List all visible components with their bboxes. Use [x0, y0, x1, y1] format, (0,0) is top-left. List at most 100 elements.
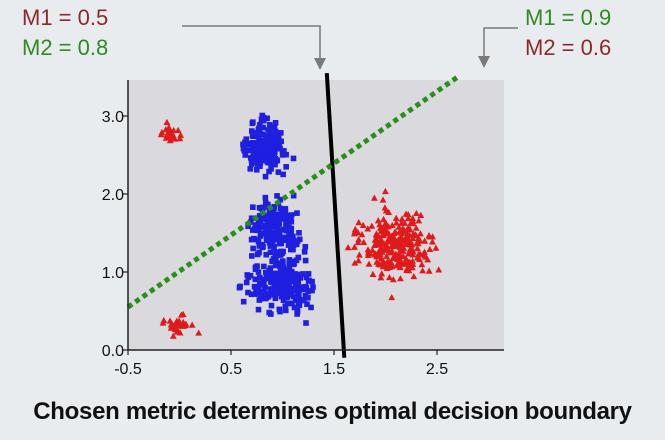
blue-square-point	[267, 286, 274, 292]
blue-square-point	[268, 161, 275, 167]
blue-square-point	[290, 246, 296, 253]
red-triangle-point	[376, 221, 384, 228]
red-triangle-point	[410, 272, 418, 280]
blue-square-point	[289, 300, 295, 307]
blue-square-point	[255, 220, 262, 226]
blue-square-point	[253, 227, 260, 234]
red-triangle-point	[355, 251, 363, 258]
blue-square-point	[258, 154, 264, 160]
red-triangle-point	[351, 243, 358, 250]
red-triangle-point	[365, 249, 372, 256]
red-triangle-point	[395, 253, 403, 260]
red-triangle-point	[371, 241, 378, 249]
blue-square-point	[293, 257, 300, 264]
blue-square-point	[259, 280, 266, 287]
red-triangle-point	[406, 226, 414, 233]
red-triangle-point	[177, 311, 185, 318]
blue-square-point	[249, 253, 255, 259]
red-triangle-point	[173, 328, 181, 335]
blue-square-point	[285, 212, 291, 219]
blue-square-point	[279, 278, 286, 284]
blue-square-point	[286, 257, 293, 263]
red-triangle-point	[388, 236, 396, 244]
blue-square-point	[253, 155, 260, 162]
blue-square-point	[275, 218, 281, 225]
blue-square-point	[247, 166, 254, 172]
blue-square-point	[294, 210, 300, 216]
decision-boundaries	[126, 72, 460, 358]
blue-square-point	[272, 119, 279, 126]
red-triangle-point	[195, 329, 203, 336]
blue-square-point	[273, 256, 279, 262]
blue-square-point	[256, 243, 263, 249]
blue-square-point	[280, 171, 286, 178]
blue-square-point	[277, 205, 284, 212]
red-triangle-point	[421, 237, 429, 244]
blue-square-point	[264, 275, 271, 281]
x-tick-label: 0.5	[220, 361, 242, 378]
blue-square-point	[248, 291, 255, 298]
red-triangle-point	[429, 238, 436, 245]
blue-square-point	[267, 265, 274, 271]
blue-square-point	[274, 193, 280, 199]
red-triangle-point	[382, 219, 390, 226]
blue-square-point	[296, 287, 303, 293]
blue-square-point	[259, 290, 266, 297]
red-triangle-point	[373, 258, 381, 265]
red-triangle-point	[354, 229, 362, 236]
blue-square-point	[305, 288, 311, 295]
red-triangle-point	[177, 131, 185, 138]
red-triangle-point	[380, 215, 387, 223]
axes: -0.5 0.5 1.5 2.5 0.0 1.0 2.0 3.0	[102, 80, 504, 378]
blue-square-point	[268, 143, 275, 149]
blue-square-point	[245, 142, 251, 148]
blue-square-point	[270, 275, 277, 282]
blue-square-point	[274, 211, 280, 218]
blue-square-point	[287, 273, 294, 279]
red-triangle-point	[409, 257, 417, 264]
blue-square-point	[243, 279, 250, 286]
blue-square-point	[266, 156, 272, 163]
blue-square-point	[256, 213, 263, 219]
red-triangle-point	[397, 235, 404, 242]
blue-square-point	[288, 218, 295, 225]
blue-square-point	[284, 292, 291, 298]
red-triangle-point	[377, 224, 384, 231]
blue-square-point	[256, 133, 262, 140]
caption: Chosen metric determines optimal decisio…	[33, 398, 632, 425]
red-triangle-point	[370, 194, 378, 201]
y-tick-label: 1.0	[102, 265, 124, 282]
blue-square-point	[265, 226, 272, 232]
blue-square-point	[266, 122, 273, 128]
red-triangle-point	[407, 218, 415, 226]
blue-square-point	[282, 307, 289, 314]
blue-square-point	[279, 152, 286, 158]
blue-square-point	[250, 245, 256, 252]
blue-square-point	[274, 276, 280, 283]
blue-square-point	[237, 283, 243, 290]
blue-square-point	[290, 278, 296, 285]
red-triangle-point	[419, 250, 427, 257]
blue-square-point	[256, 274, 263, 281]
blue-square-point	[252, 140, 259, 146]
blue-square-point	[260, 114, 267, 121]
blue-square-point	[261, 276, 268, 283]
red-triangle-point	[416, 237, 424, 244]
blue-square-point	[248, 236, 255, 243]
blue-square-point	[280, 226, 287, 233]
red-triangle-point	[364, 225, 372, 232]
blue-square-point	[273, 249, 279, 256]
left-metrics-box: M1 = 0.5 M2 = 0.8	[22, 3, 108, 63]
blue-square-point	[268, 221, 275, 228]
blue-square-point	[281, 237, 288, 243]
blue-square-point	[263, 215, 270, 221]
blue-square-point	[266, 232, 273, 239]
red-triangle-point	[405, 267, 413, 274]
blue-square-point	[271, 155, 278, 161]
x-tick-label: 2.5	[426, 361, 448, 378]
blue-square-point	[256, 140, 263, 146]
blue-square-point	[270, 134, 277, 141]
dotted-boundary-line	[126, 74, 460, 310]
blue-square-point	[266, 126, 273, 133]
blue-square-point	[255, 306, 262, 313]
